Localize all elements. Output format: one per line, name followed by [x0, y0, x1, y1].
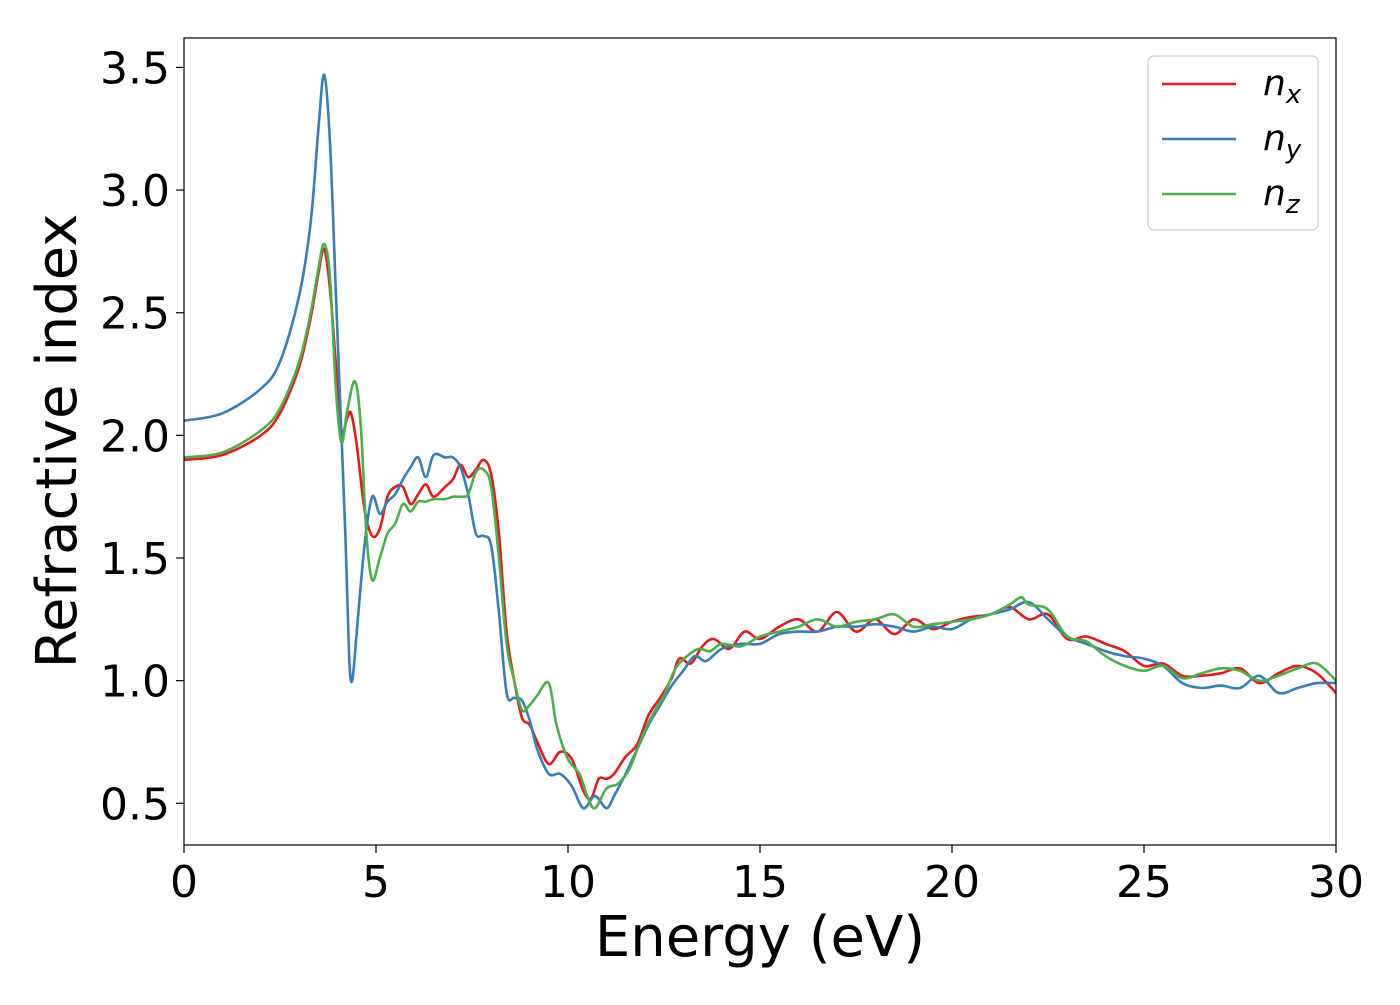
legend-label-y: ny — [1263, 118, 1302, 165]
y-tick-label: 3.5 — [100, 43, 170, 94]
x-tick-label: 30 — [1308, 857, 1364, 908]
legend-box — [1147, 55, 1319, 231]
x-axis-ticks: 0 5 10 15 20 25 30 — [170, 845, 1364, 908]
series-line-y — [184, 73, 1336, 810]
y-tick-label: 3.0 — [100, 166, 170, 217]
legend-label-subscript: z — [1285, 190, 1301, 220]
x-tick-label: 5 — [362, 857, 390, 908]
y-tick-label: 1.5 — [100, 534, 170, 585]
y-axis-label: Refractive index — [25, 214, 90, 669]
series-layer — [184, 73, 1336, 810]
x-tick-label: 20 — [924, 857, 980, 908]
legend-label-x: nx — [1263, 63, 1302, 110]
y-tick-label: 2.0 — [100, 411, 170, 462]
legend-label-main: n — [1263, 118, 1286, 159]
legend-label-subscript: x — [1285, 80, 1302, 110]
x-tick-label: 25 — [1116, 857, 1172, 908]
y-axis-ticks: 0.5 1.0 1.5 2.0 2.5 3.0 3.5 — [100, 43, 184, 830]
x-axis-label: Energy (eV) — [595, 905, 925, 970]
y-tick-label: 1.0 — [100, 657, 170, 708]
legend-label-main: n — [1263, 63, 1286, 104]
x-tick-label: 15 — [732, 857, 788, 908]
y-tick-label: 2.5 — [100, 289, 170, 340]
series-line-z — [184, 242, 1336, 810]
legend-label-main: n — [1263, 173, 1286, 214]
x-tick-label: 0 — [170, 857, 198, 908]
x-tick-label: 10 — [540, 857, 596, 908]
y-tick-label: 0.5 — [100, 779, 170, 830]
series-line-x — [184, 247, 1336, 801]
legend-label-z: nz — [1263, 173, 1301, 220]
legend-label-subscript: y — [1285, 135, 1302, 165]
